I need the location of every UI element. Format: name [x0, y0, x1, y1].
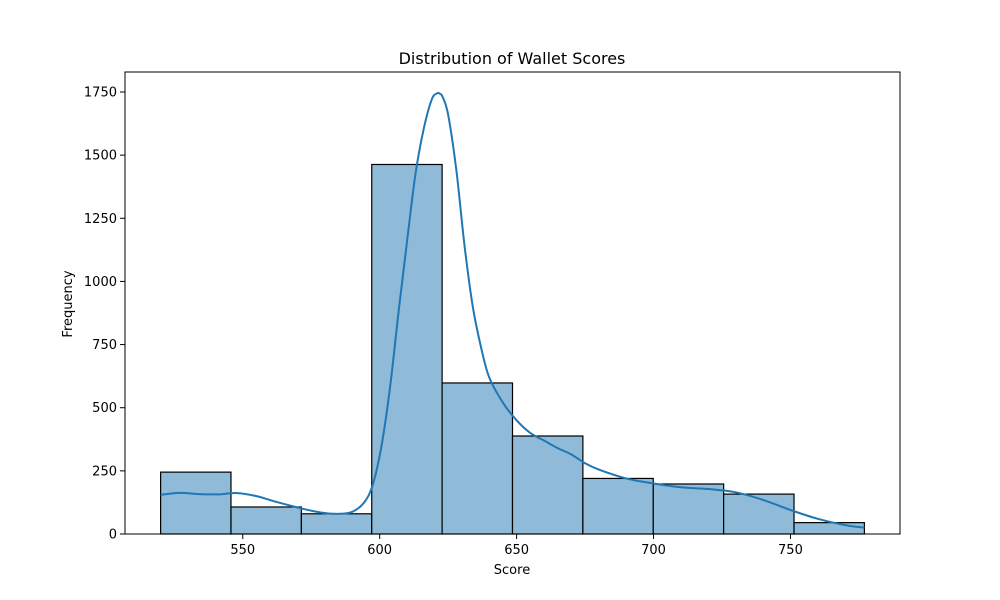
y-tick-label: 250 [92, 464, 117, 479]
histogram-bar [793, 522, 865, 535]
histogram-bar [230, 506, 302, 535]
y-tick-label: 0 [109, 528, 117, 543]
y-tick-label: 1250 [84, 212, 117, 227]
histogram-bar [582, 477, 654, 535]
x-tick-label: 600 [367, 543, 392, 558]
x-tick-label: 700 [641, 543, 666, 558]
plot-area [124, 71, 901, 535]
y-axis-label: Frequency [61, 270, 76, 337]
kde-line [160, 91, 865, 529]
histogram-bar [723, 493, 795, 535]
y-tick-label: 750 [92, 338, 117, 353]
histogram-bar [652, 483, 725, 535]
histogram-bar [511, 435, 584, 535]
y-tick-label: 1500 [84, 149, 117, 164]
x-axis-ticks: 550 600 650 700 750 [230, 534, 803, 558]
y-tick-label: 500 [92, 401, 117, 416]
y-tick-label: 1750 [84, 86, 117, 101]
chart-title: Distribution of Wallet Scores [399, 49, 626, 68]
x-axis-label: Score [494, 563, 530, 578]
histogram-bar [300, 513, 373, 535]
histogram-bar [160, 471, 232, 535]
y-tick-label: 1000 [84, 275, 117, 290]
x-tick-label: 750 [778, 543, 803, 558]
y-axis-ticks: 0 250 500 750 1000 1250 1500 1750 [84, 86, 125, 543]
plot-frame [124, 71, 901, 535]
x-tick-label: 650 [504, 543, 529, 558]
histogram-bar [441, 382, 514, 535]
histogram-bar [371, 163, 443, 535]
x-tick-label: 550 [230, 543, 255, 558]
